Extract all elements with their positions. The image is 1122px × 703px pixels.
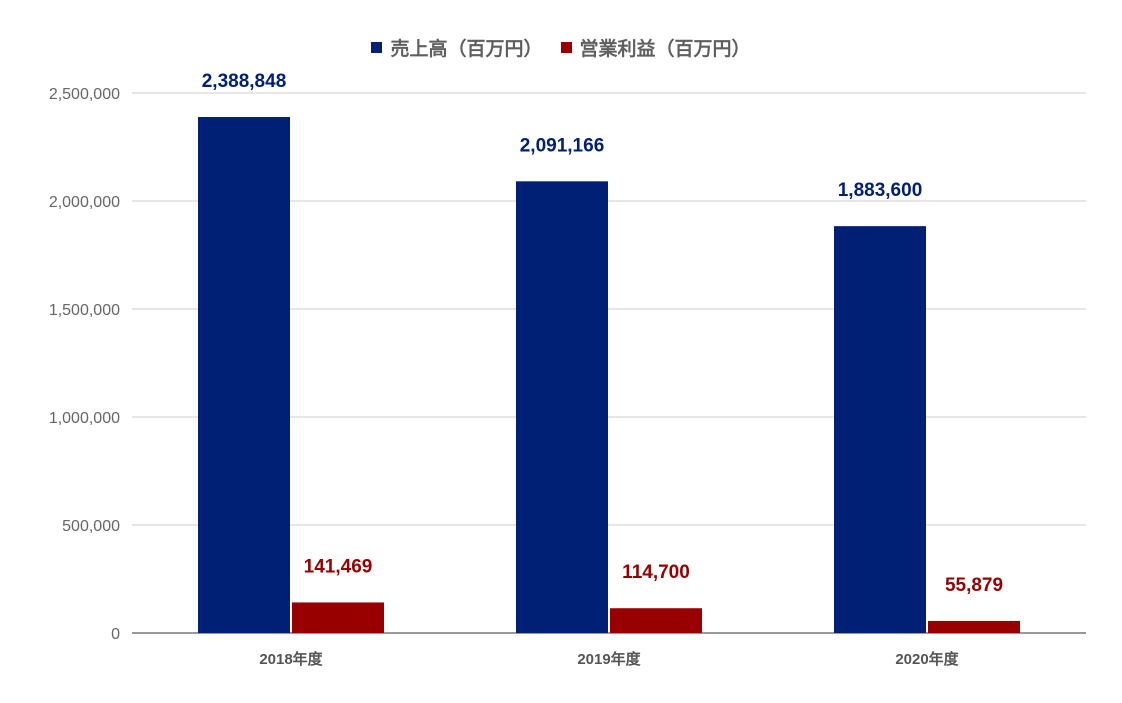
data-label-sales: 2,388,848 (202, 71, 287, 92)
y-tick-label: 1,000,000 (49, 410, 120, 427)
bar-operating-profit[interactable] (928, 620, 1020, 633)
y-tick-label: 1,500,000 (49, 302, 120, 319)
data-label-sales: 2,091,166 (520, 135, 605, 156)
bar-sales[interactable] (198, 117, 290, 633)
chart-legend: 売上高（百万円） 営業利益（百万円） (0, 34, 1122, 61)
legend-item-sales[interactable]: 売上高（百万円） (371, 34, 543, 61)
bar-sales[interactable] (834, 226, 926, 633)
bar-sales[interactable] (516, 181, 608, 633)
bar-operating-profit[interactable] (292, 602, 384, 633)
legend-item-operating-profit[interactable]: 営業利益（百万円） (560, 34, 751, 61)
legend-label-operating-profit: 営業利益（百万円） (579, 39, 751, 60)
data-label-operating-profit: 114,700 (622, 562, 690, 583)
y-tick-label: 0 (111, 626, 120, 643)
x-tick-label: 2020年度 (895, 650, 959, 668)
y-tick-label: 2,000,000 (49, 194, 120, 211)
y-tick-label: 500,000 (62, 518, 120, 535)
data-label-sales: 1,883,600 (838, 180, 923, 201)
y-tick-label: 2,500,000 (49, 86, 120, 103)
legend-swatch-operating-profit (560, 42, 572, 53)
data-label-operating-profit: 55,879 (945, 575, 1003, 596)
x-tick-label: 2018年度 (259, 650, 323, 668)
legend-swatch-sales (371, 42, 383, 53)
legend-label-sales: 売上高（百万円） (390, 39, 543, 60)
data-label-operating-profit: 141,469 (304, 556, 373, 577)
x-tick-label: 2019年度 (577, 650, 641, 668)
bar-operating-profit[interactable] (610, 608, 702, 633)
